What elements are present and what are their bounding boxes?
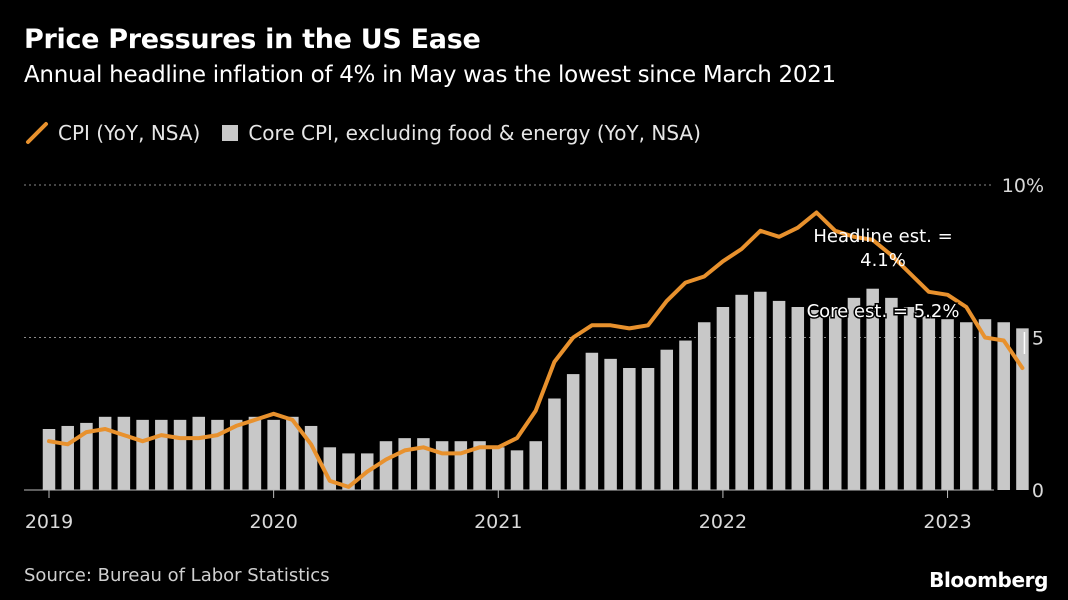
x-tick-label: 2021 (474, 511, 522, 533)
core-cpi-bar (192, 416, 206, 490)
core-cpi-bar (117, 416, 131, 490)
legend: CPI (YoY, NSA) Core CPI, excluding food … (24, 120, 723, 146)
core-cpi-bar (379, 441, 393, 490)
core-cpi-bar (173, 419, 187, 490)
legend-bar-swatch (222, 125, 239, 141)
core-cpi-bar (80, 422, 93, 490)
legend-line-swatch (26, 122, 48, 144)
core-cpi-bar (398, 438, 411, 490)
core-cpi-bar (566, 374, 580, 490)
core-cpi-bar (623, 368, 636, 490)
core-cpi-bar (941, 319, 954, 490)
core-cpi-bar (286, 416, 299, 490)
legend-label-cpi: CPI (YoY, NSA) (58, 121, 201, 145)
core-cpi-bar (922, 316, 936, 490)
core-cpi-bar (828, 310, 842, 490)
core-cpi-bar (342, 453, 355, 490)
core-cpi-bar (248, 416, 262, 490)
core-cpi-bar (42, 429, 56, 490)
core-cpi-bar (417, 438, 430, 490)
core-cpi-bar (960, 322, 973, 490)
core-cpi-bar (679, 340, 692, 490)
core-cpi-bar (211, 419, 224, 490)
core-cpi-bar (454, 441, 468, 490)
core-estimate-label: Core est. = 5.2% (807, 301, 960, 322)
core-cpi-bar (754, 291, 767, 490)
y-tick-label: 10% (1002, 175, 1044, 197)
core-cpi-bar (98, 416, 112, 490)
cpi-line (47, 210, 1025, 489)
core-cpi-bar (772, 300, 786, 490)
core-cpi-bar (529, 441, 542, 490)
core-cpi-bar (473, 441, 486, 490)
x-tick-label: 2019 (25, 511, 73, 533)
core-cpi-bar (61, 425, 74, 490)
core-cpi-bar (697, 322, 711, 490)
headline-estimate-label: Headline est. = (813, 226, 952, 247)
core-cpi-bar (885, 297, 898, 490)
headline-estimate-value: 4.1% (860, 250, 906, 271)
core-cpi-bar (510, 450, 524, 490)
x-tick-label: 2020 (249, 511, 297, 533)
legend-label-core: Core CPI, excluding food & energy (YoY, … (248, 121, 701, 145)
core-cpi-bar (641, 368, 655, 490)
core-cpi-bar (435, 441, 449, 490)
y-tick-label: 0 (1032, 480, 1044, 502)
core-cpi-bar (810, 310, 823, 490)
core-cpi-bar (323, 447, 337, 490)
core-cpi-bar (548, 398, 561, 490)
x-tick-label: 2023 (923, 511, 971, 533)
core-cpi-bar (660, 349, 674, 490)
core-cpi-bar (997, 322, 1010, 490)
core-cpi-bar (866, 288, 879, 490)
chart-subtitle: Annual headline inflation of 4% in May w… (24, 62, 836, 88)
core-cpi-bar (791, 307, 805, 490)
x-tick-label: 2022 (699, 511, 747, 533)
core-cpi-bar (978, 319, 992, 490)
core-cpi-bar (136, 419, 149, 490)
core-cpi-bar (267, 419, 280, 490)
core-cpi-bar (847, 297, 861, 490)
source-note: Source: Bureau of Labor Statistics (24, 565, 330, 586)
legend-item-core: Core CPI, excluding food & energy (YoY, … (222, 121, 701, 145)
core-cpi-bar (585, 352, 599, 490)
core-cpi-bar (735, 294, 748, 490)
bloomberg-logo: Bloomberg (929, 568, 1048, 592)
y-tick-label: 5 (1032, 328, 1044, 350)
core-cpi-bar (229, 419, 243, 490)
chart-title: Price Pressures in the US Ease (24, 24, 481, 55)
core-cpi-bar (903, 307, 917, 490)
core-cpi-bar (1016, 328, 1029, 490)
core-cpi-bar (492, 447, 505, 490)
legend-item-cpi: CPI (YoY, NSA) (24, 120, 200, 146)
core-cpi-bar (155, 419, 168, 490)
core-cpi-bar (604, 358, 617, 490)
core-cpi-bar (716, 307, 730, 490)
